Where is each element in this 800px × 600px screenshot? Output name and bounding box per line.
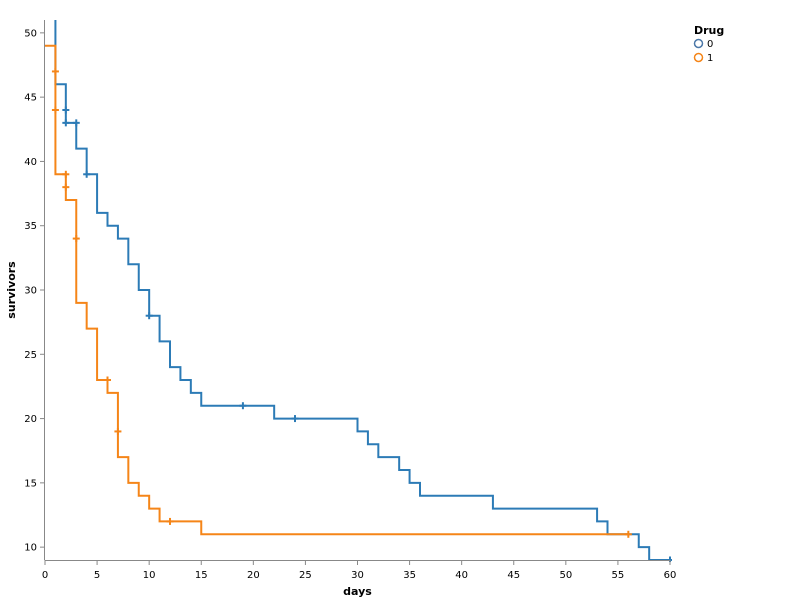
x-tick-label: 25: [299, 570, 312, 581]
y-axis: 10 15 20 25 30 35 40 45 50: [24, 20, 45, 560]
censor-mark: [62, 170, 70, 178]
x-axis-title: days: [343, 585, 372, 598]
legend-symbol: [693, 52, 704, 63]
legend-label: 1: [707, 53, 713, 64]
censor-mark: [114, 427, 122, 435]
x-tick-label: 5: [94, 570, 100, 581]
legend: Drug 0 1: [693, 24, 724, 64]
y-tick-label: 10: [24, 543, 37, 554]
y-axis-title: survivors: [5, 261, 18, 319]
censor-mark: [51, 67, 59, 75]
plot-area: [45, 20, 672, 562]
y-tick-label: 50: [24, 28, 37, 39]
censor-mark: [83, 170, 91, 178]
legend-item-1: 1: [693, 52, 713, 64]
y-tick-label: 15: [24, 478, 37, 489]
x-tick-label: 50: [559, 570, 572, 581]
censor-mark: [239, 402, 247, 410]
censor-mark: [72, 119, 80, 127]
censor-mark: [62, 106, 70, 114]
series-1: [45, 44, 632, 538]
legend-label: 0: [707, 39, 713, 50]
censor-mark: [166, 517, 174, 525]
series-line-0: [54, 20, 670, 561]
series-0: [54, 20, 672, 562]
x-tick-label: 35: [403, 570, 416, 581]
y-tick-label: 35: [24, 221, 37, 232]
x-tick-label: 10: [143, 570, 156, 581]
x-tick-label: 30: [351, 570, 364, 581]
censor-mark: [291, 415, 299, 423]
legend-title: Drug: [694, 24, 724, 37]
censor-mark: [624, 530, 632, 538]
censor-mark: [72, 235, 80, 243]
series-line-1: [45, 44, 629, 536]
y-tick-label: 25: [24, 350, 37, 361]
censor-mark: [51, 106, 59, 114]
censor-mark: [62, 119, 70, 127]
y-tick-label: 45: [24, 93, 37, 104]
x-tick-label: 60: [664, 570, 677, 581]
y-tick-label: 30: [24, 286, 37, 297]
censor-mark: [62, 183, 70, 191]
x-axis: 0 5 10 15 20 25 30 35 40 45 50 55 60: [42, 560, 677, 581]
x-tick-label: 0: [42, 570, 48, 581]
x-tick-label: 45: [507, 570, 520, 581]
x-tick-label: 40: [455, 570, 468, 581]
x-tick-label: 20: [247, 570, 260, 581]
x-tick-label: 15: [195, 570, 208, 581]
censor-mark: [145, 312, 153, 320]
legend-symbol: [693, 38, 704, 49]
y-tick-label: 40: [24, 157, 37, 168]
legend-item-0: 0: [693, 38, 713, 50]
y-tick-label: 20: [24, 414, 37, 425]
x-tick-label: 55: [612, 570, 625, 581]
censor-mark: [104, 376, 111, 384]
